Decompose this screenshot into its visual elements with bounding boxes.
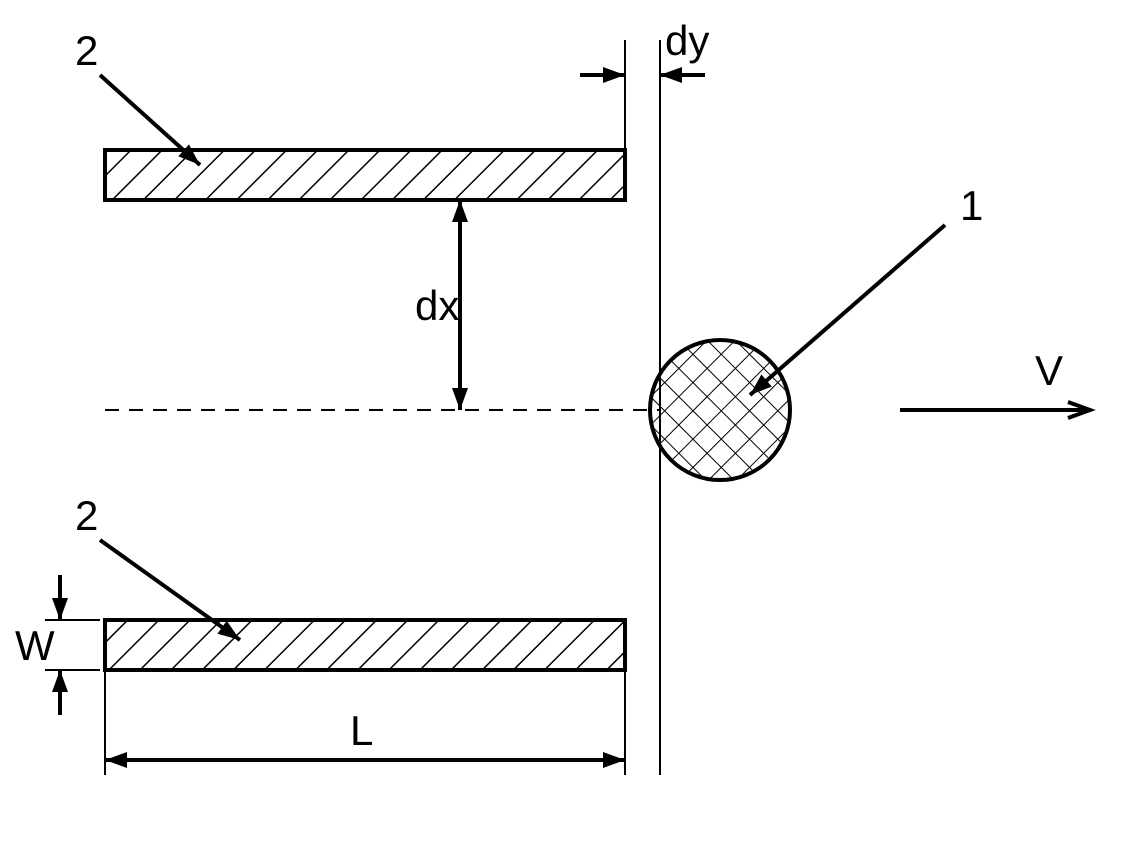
label-L: L [350,707,373,754]
label-dy: dy [665,17,709,64]
callout-2-bottom: 2 [75,492,98,539]
bottom-bar [105,620,625,670]
callout-1: 1 [960,182,983,229]
technical-diagram: dy dx W L V 1 2 2 [0,0,1134,865]
label-W: W [15,622,55,669]
label-dx: dx [415,282,459,329]
label-V: V [1035,347,1063,394]
callout-2-top: 2 [75,27,98,74]
circle-1 [650,340,790,480]
